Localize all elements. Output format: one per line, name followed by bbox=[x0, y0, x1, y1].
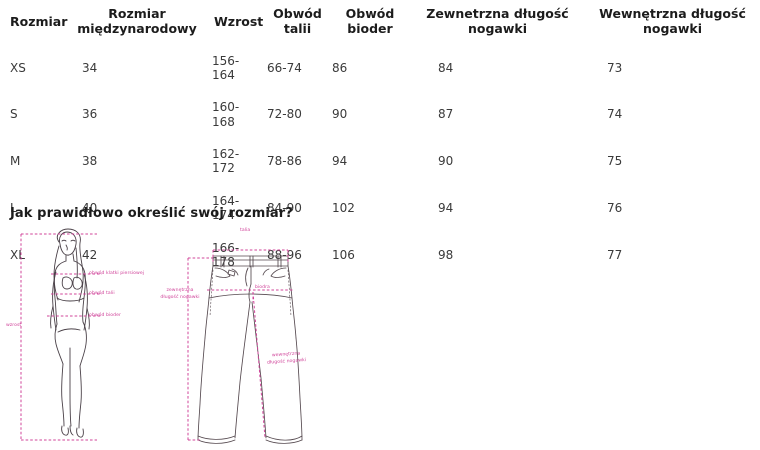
cell-size: M bbox=[10, 154, 21, 169]
table-header-row: Rozmiar Rozmiar międzynarodowy Wzrost Ob… bbox=[0, 0, 760, 45]
cell-height-from: 162- bbox=[212, 147, 240, 162]
cell-hips: 94 bbox=[332, 154, 348, 169]
cell-height-from: 164- bbox=[212, 193, 240, 208]
how-to-measure-heading: Jak prawidłowo określić swój rozmiar? bbox=[10, 206, 293, 221]
column-header-hips: Obwód bioder bbox=[330, 0, 410, 45]
column-header-waist: Obwód talii bbox=[265, 0, 330, 45]
cell-outer-leg-length: 84 bbox=[438, 60, 454, 75]
cell-waist: 88-96 bbox=[267, 247, 302, 262]
jeans-illustration bbox=[187, 249, 303, 444]
table-row: S 36 160- 168 72-80 90 87 74 bbox=[0, 91, 760, 138]
inner-leg-measure-line bbox=[252, 291, 266, 439]
cell-inner-leg-length: 75 bbox=[607, 154, 623, 169]
cell-height-to: 168 bbox=[212, 114, 235, 129]
cell-height-from: 160- bbox=[212, 100, 240, 115]
cell-height: 164- 174 bbox=[212, 185, 265, 232]
label-waist-circumference: obwód talii bbox=[89, 291, 115, 296]
column-header-height-label: Wzrost bbox=[214, 13, 264, 29]
column-header-hips-line2: bioder bbox=[347, 21, 393, 37]
size-table: Rozmiar Rozmiar międzynarodowy Wzrost Ob… bbox=[0, 0, 760, 279]
cell-height-to: 178 bbox=[212, 255, 235, 270]
cell-hips: 90 bbox=[332, 107, 348, 122]
column-header-hips-line1: Obwód bbox=[345, 6, 395, 21]
jeans-diagram: talia biodra zewnętrzna długość nogawki … bbox=[155, 226, 360, 450]
column-header-outer-leg-length-line2: nogawki bbox=[467, 21, 527, 37]
table-row: L 40 164- 174 84-90 102 94 76 bbox=[0, 185, 760, 232]
cell-height-to: 172 bbox=[212, 161, 235, 176]
jeans-measurement-guides bbox=[187, 249, 294, 441]
cell-international-size: 42 bbox=[82, 247, 98, 262]
measurement-diagrams: obwód klatki piersiowej obwód talii obwó… bbox=[0, 228, 760, 450]
cell-inner-leg-length: 73 bbox=[607, 60, 623, 75]
cell-height: 160- 168 bbox=[212, 91, 265, 138]
cell-inner-leg-length: 76 bbox=[607, 201, 623, 216]
cell-international-size: 34 bbox=[82, 60, 98, 75]
cell-waist: 84-90 bbox=[267, 201, 302, 216]
cell-outer-leg-length: 98 bbox=[438, 247, 454, 262]
column-header-waist-line2: talii bbox=[283, 21, 312, 37]
cell-inner-leg-length: 74 bbox=[607, 107, 623, 122]
column-header-height: Wzrost bbox=[212, 0, 265, 45]
cell-height-to: 174 bbox=[212, 208, 235, 223]
column-header-international-size: Rozmiar międzynarodowy bbox=[62, 0, 212, 45]
cell-height-from: 166- bbox=[212, 240, 240, 255]
cell-height: 162- 172 bbox=[212, 138, 265, 185]
cell-hips: 106 bbox=[332, 247, 355, 262]
cell-height: 166- 178 bbox=[212, 232, 265, 279]
cell-inner-leg-length: 77 bbox=[607, 247, 623, 262]
cell-international-size: 38 bbox=[82, 154, 98, 169]
column-header-inner-leg-length-line2: nogawki bbox=[642, 21, 702, 37]
table-row: XS 34 156- 164 66-74 86 84 73 bbox=[0, 45, 760, 92]
cell-international-size: 40 bbox=[82, 201, 98, 216]
table-row: M 38 162- 172 78-86 94 90 75 bbox=[0, 138, 760, 185]
cell-waist: 66-74 bbox=[267, 60, 302, 75]
cell-height: 156- 164 bbox=[212, 45, 265, 92]
column-header-international-size-line2: międzynarodowy bbox=[77, 21, 197, 37]
column-header-waist-line1: Obwód bbox=[273, 6, 322, 21]
label-jeans-hips: biodra bbox=[255, 285, 270, 290]
label-chest-circumference: obwód klatki piersiowej bbox=[89, 271, 145, 276]
table-header: Rozmiar Rozmiar międzynarodowy Wzrost Ob… bbox=[0, 0, 760, 45]
column-header-inner-leg-length-line1: Wewnętrzna długość bbox=[599, 6, 746, 21]
column-header-size-label: Rozmiar bbox=[10, 13, 68, 29]
cell-outer-leg-length: 87 bbox=[438, 107, 454, 122]
column-header-outer-leg-length: Zewnetrzna długość nogawki bbox=[410, 0, 585, 45]
label-height: wzrost bbox=[6, 323, 22, 328]
cell-hips: 102 bbox=[332, 201, 355, 216]
cell-waist: 72-80 bbox=[267, 107, 302, 122]
table-row: XL 42 166- 178 88-96 106 98 77 bbox=[0, 232, 760, 279]
cell-height-to: 164 bbox=[212, 67, 235, 82]
female-figure-diagram: obwód klatki piersiowej obwód talii obwó… bbox=[4, 228, 179, 448]
label-jeans-waist: talia bbox=[240, 228, 251, 233]
cell-size: XS bbox=[10, 60, 26, 75]
column-header-size: Rozmiar bbox=[0, 0, 67, 45]
cell-international-size: 36 bbox=[82, 107, 98, 122]
cell-hips: 86 bbox=[332, 60, 348, 75]
cell-size: L bbox=[10, 201, 17, 216]
measurement-guides bbox=[20, 233, 102, 441]
female-figure-illustration bbox=[20, 228, 102, 441]
column-header-inner-leg-length: Wewnętrzna długość nogawki bbox=[585, 0, 760, 45]
table-body: XS 34 156- 164 66-74 86 84 73 S 36 160- … bbox=[0, 45, 760, 279]
cell-waist: 78-86 bbox=[267, 154, 302, 169]
cell-size: S bbox=[10, 107, 18, 122]
cell-height-from: 156- bbox=[212, 53, 240, 68]
column-header-international-size-line1: Rozmiar bbox=[108, 6, 166, 21]
column-header-outer-leg-length-line1: Zewnetrzna długość bbox=[426, 6, 569, 21]
cell-outer-leg-length: 90 bbox=[438, 154, 454, 169]
cell-outer-leg-length: 94 bbox=[438, 201, 454, 216]
label-outer-leg-length: zewnętrzna długość nogawki bbox=[160, 288, 200, 300]
label-hips-circumference: obwód bioder bbox=[89, 313, 121, 318]
